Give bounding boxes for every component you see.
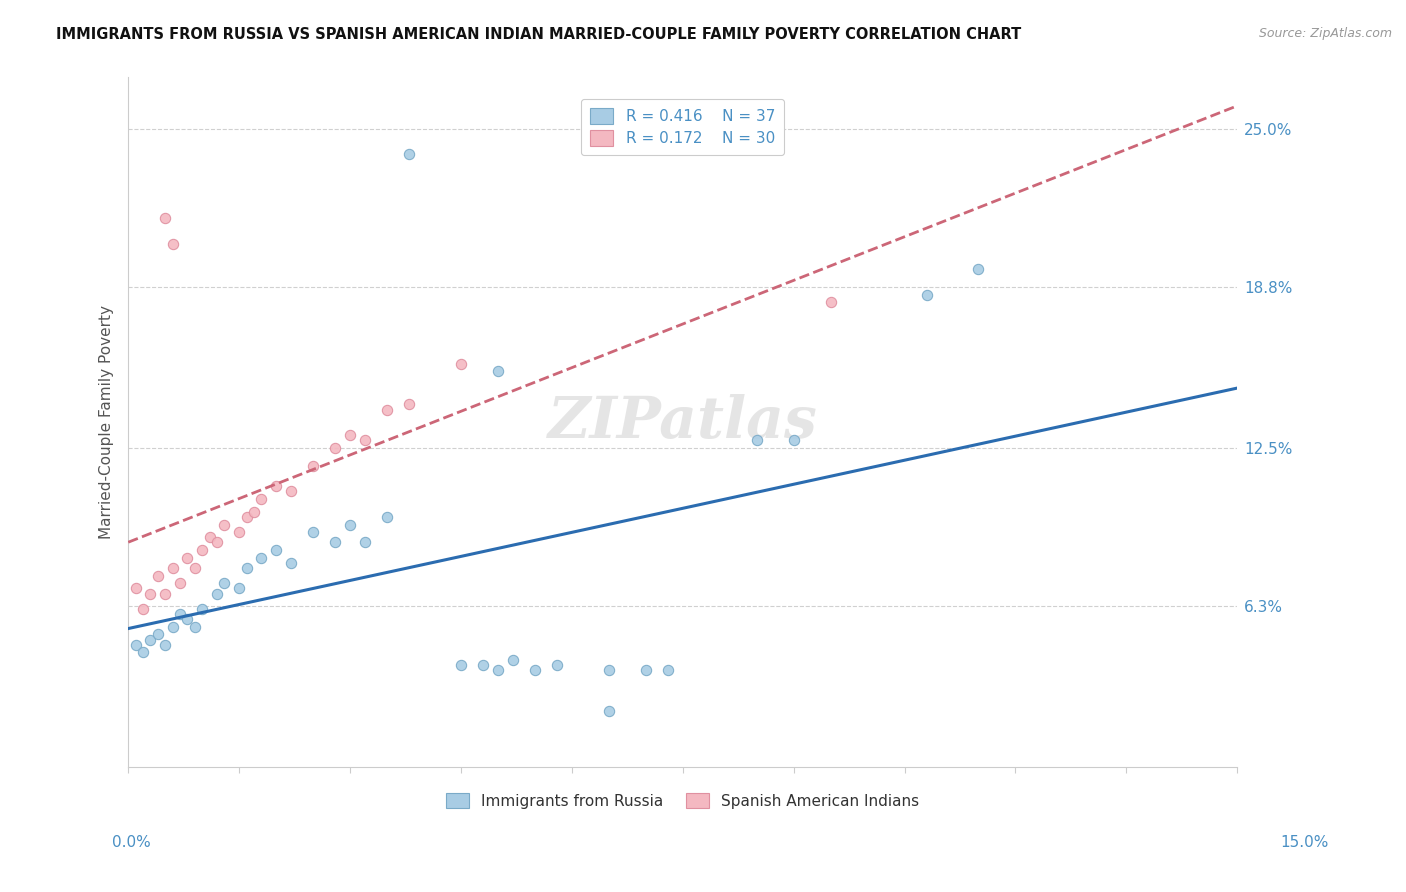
Point [235, 561, 257, 575]
Point [228, 525, 250, 540]
Y-axis label: Married-Couple Family Poverty: Married-Couple Family Poverty [100, 305, 114, 540]
Point [967, 262, 990, 277]
Point [132, 602, 155, 616]
Point [214, 517, 236, 532]
Point [915, 287, 938, 301]
Point [339, 517, 361, 532]
Point [353, 434, 375, 448]
Point [546, 658, 568, 673]
Point [353, 535, 375, 549]
Point [155, 586, 177, 600]
Point [162, 620, 184, 634]
Point [205, 535, 228, 549]
Point [472, 658, 495, 673]
Text: IMMIGRANTS FROM RUSSIA VS SPANISH AMERICAN INDIAN MARRIED-COUPLE FAMILY POVERTY : IMMIGRANTS FROM RUSSIA VS SPANISH AMERIC… [56, 27, 1022, 42]
Point [198, 530, 221, 544]
Legend: Immigrants from Russia, Spanish American Indians: Immigrants from Russia, Spanish American… [440, 787, 925, 814]
Point [486, 364, 509, 378]
Point [782, 434, 804, 448]
Point [745, 434, 768, 448]
Point [598, 663, 620, 677]
Point [162, 561, 184, 575]
Point [375, 509, 398, 524]
Point [214, 576, 236, 591]
Point [176, 550, 198, 565]
Point [235, 509, 257, 524]
Point [132, 645, 155, 659]
Point [280, 556, 302, 570]
Point [523, 663, 546, 677]
Point [124, 582, 146, 596]
Point [191, 543, 214, 558]
Point [450, 658, 472, 673]
Text: 0.0%: 0.0% [112, 836, 152, 850]
Point [264, 543, 287, 558]
Point [657, 663, 679, 677]
Text: Source: ZipAtlas.com: Source: ZipAtlas.com [1258, 27, 1392, 40]
Point [146, 568, 169, 582]
Text: ZIPatlas: ZIPatlas [548, 394, 818, 450]
Point [191, 602, 214, 616]
Point [302, 525, 325, 540]
Point [450, 357, 472, 371]
Point [250, 491, 273, 506]
Point [398, 147, 420, 161]
Text: 15.0%: 15.0% [1281, 836, 1329, 850]
Point [250, 550, 273, 565]
Point [502, 653, 524, 667]
Point [169, 607, 191, 621]
Point [155, 638, 177, 652]
Point [139, 632, 162, 647]
Point [169, 576, 191, 591]
Point [598, 704, 620, 718]
Point [146, 627, 169, 641]
Point [155, 211, 177, 225]
Point [176, 612, 198, 626]
Point [398, 397, 420, 411]
Point [323, 441, 346, 455]
Point [243, 505, 266, 519]
Point [820, 295, 842, 310]
Point [323, 535, 346, 549]
Point [205, 586, 228, 600]
Point [375, 402, 398, 417]
Point [486, 663, 509, 677]
Point [302, 458, 325, 473]
Point [228, 582, 250, 596]
Point [280, 484, 302, 499]
Point [339, 428, 361, 442]
Point [162, 236, 184, 251]
Point [634, 663, 657, 677]
Point [184, 620, 207, 634]
Point [264, 479, 287, 493]
Point [139, 586, 162, 600]
Point [124, 638, 146, 652]
Point [184, 561, 207, 575]
